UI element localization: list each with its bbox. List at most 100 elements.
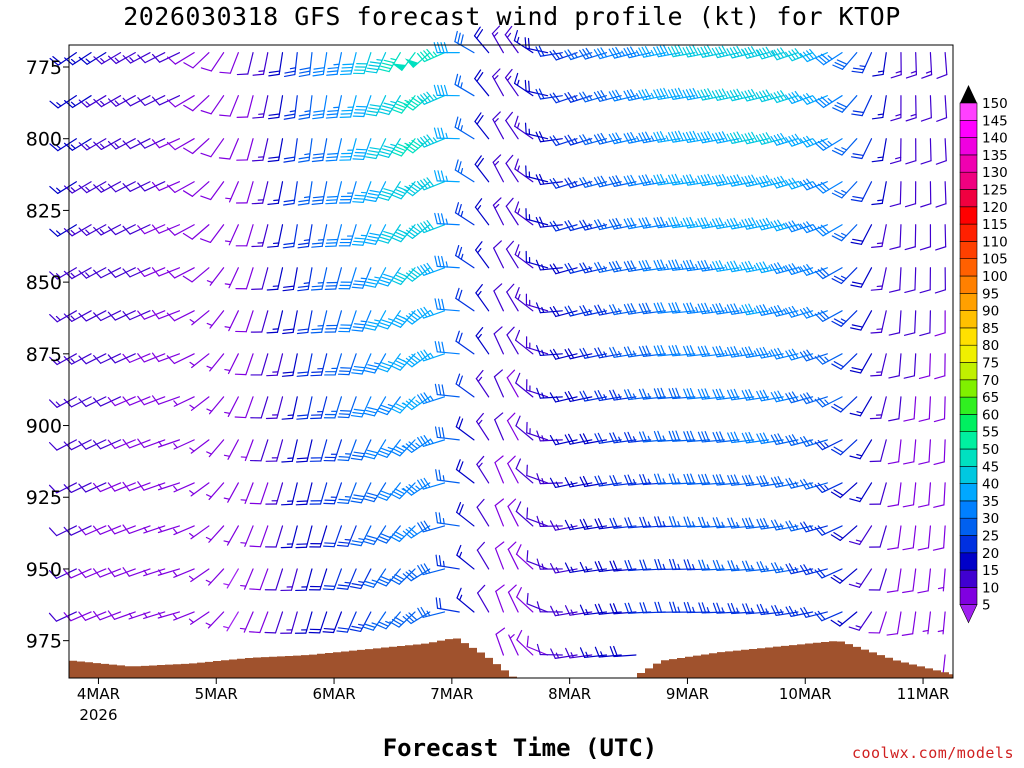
terrain-layer [69, 638, 953, 678]
wind-barb [524, 37, 549, 54]
barb-full [579, 348, 586, 359]
barb-full [704, 473, 710, 485]
barb-full [506, 326, 515, 336]
barb-full [612, 517, 619, 529]
colorbar-swatch [959, 258, 978, 277]
barb-full [420, 436, 428, 446]
wind-barb [63, 568, 92, 579]
wind-barb [593, 90, 622, 102]
wind-barb [311, 138, 328, 163]
barb-full [567, 49, 575, 60]
barb-half [859, 65, 866, 68]
barb-half [358, 538, 365, 541]
wind-barb [565, 647, 593, 659]
barb-staff [229, 95, 239, 117]
barb-full [298, 116, 310, 120]
barb-staff [899, 224, 902, 248]
barb-full [402, 530, 412, 539]
wind-barb [653, 173, 681, 186]
wind-barb [200, 52, 225, 72]
wind-barb [549, 220, 578, 232]
barb-staff [507, 505, 519, 527]
barb-full [353, 408, 366, 412]
barb-full [594, 646, 600, 658]
wind-barb [205, 611, 225, 629]
barb-full [406, 101, 417, 109]
wind-barb [267, 224, 284, 248]
barb-full [729, 47, 737, 58]
barb-half [477, 290, 482, 297]
wind-barb [93, 568, 122, 578]
barb-full [748, 218, 755, 229]
barb-full [494, 498, 505, 507]
barb-full [267, 116, 280, 120]
wind-barb [390, 181, 416, 200]
wind-barb [312, 95, 328, 120]
barb-full [49, 228, 59, 237]
barb-full [597, 432, 604, 444]
barb-full [377, 196, 389, 201]
barb-full [367, 321, 379, 325]
barb-full [394, 402, 406, 409]
wind-barb [280, 568, 298, 592]
barb-full [933, 461, 945, 466]
barb-full [770, 93, 778, 104]
wind-barb [869, 396, 887, 420]
barb-full [93, 397, 102, 407]
wind-barb [549, 177, 578, 189]
colorbar-label: 50 [982, 442, 999, 458]
barb-half [493, 32, 499, 38]
barb-full [788, 93, 796, 103]
wind-barb [564, 49, 593, 61]
y-tick-label: 775 [26, 57, 62, 79]
barb-staff [515, 553, 534, 570]
barb-full [692, 87, 699, 99]
barb-full [63, 185, 73, 194]
barb-full [579, 135, 586, 146]
barb-full [394, 531, 405, 538]
barb-full [645, 174, 651, 185]
barb-full [785, 521, 792, 532]
barb-full [52, 56, 62, 64]
barb-full [365, 409, 377, 414]
wind-barb [365, 138, 387, 160]
barb-full [406, 186, 416, 195]
barb-half [541, 520, 545, 527]
barb-full [107, 482, 116, 492]
barb-full [788, 178, 796, 189]
x-tick-label: 7MAR [430, 685, 473, 703]
barb-full [608, 91, 616, 102]
wind-barb [624, 431, 652, 443]
barb-half [570, 481, 575, 487]
barb-half [223, 454, 231, 457]
wind-barb [564, 605, 593, 616]
barb-full [675, 387, 681, 399]
colorbar-swatch [959, 483, 978, 502]
barb-staff [143, 310, 166, 320]
wind-barb [515, 544, 534, 570]
barb-full [63, 270, 73, 280]
barb-full [403, 231, 414, 239]
barb-full [78, 568, 87, 579]
barb-full [251, 159, 264, 162]
barb-full [137, 54, 146, 64]
barb-full [659, 131, 666, 142]
wind-barb [536, 345, 563, 357]
wind-barb [93, 610, 122, 621]
barb-full [850, 241, 862, 245]
colorbar-label: 15 [982, 563, 999, 579]
wind-barb [239, 611, 254, 633]
barb-half [223, 583, 230, 586]
wind-barb [416, 306, 446, 319]
wind-barb [579, 176, 608, 188]
barb-pennant [404, 58, 419, 69]
barb-full [122, 183, 131, 192]
credit-link[interactable]: coolwx.com/models [851, 744, 1014, 762]
barb-full [394, 573, 405, 581]
barb-half [85, 58, 91, 64]
barb-full [378, 111, 390, 116]
barb-full [690, 430, 695, 442]
barb-half [70, 101, 76, 107]
wind-barb [770, 390, 799, 403]
wind-barb [200, 95, 225, 115]
